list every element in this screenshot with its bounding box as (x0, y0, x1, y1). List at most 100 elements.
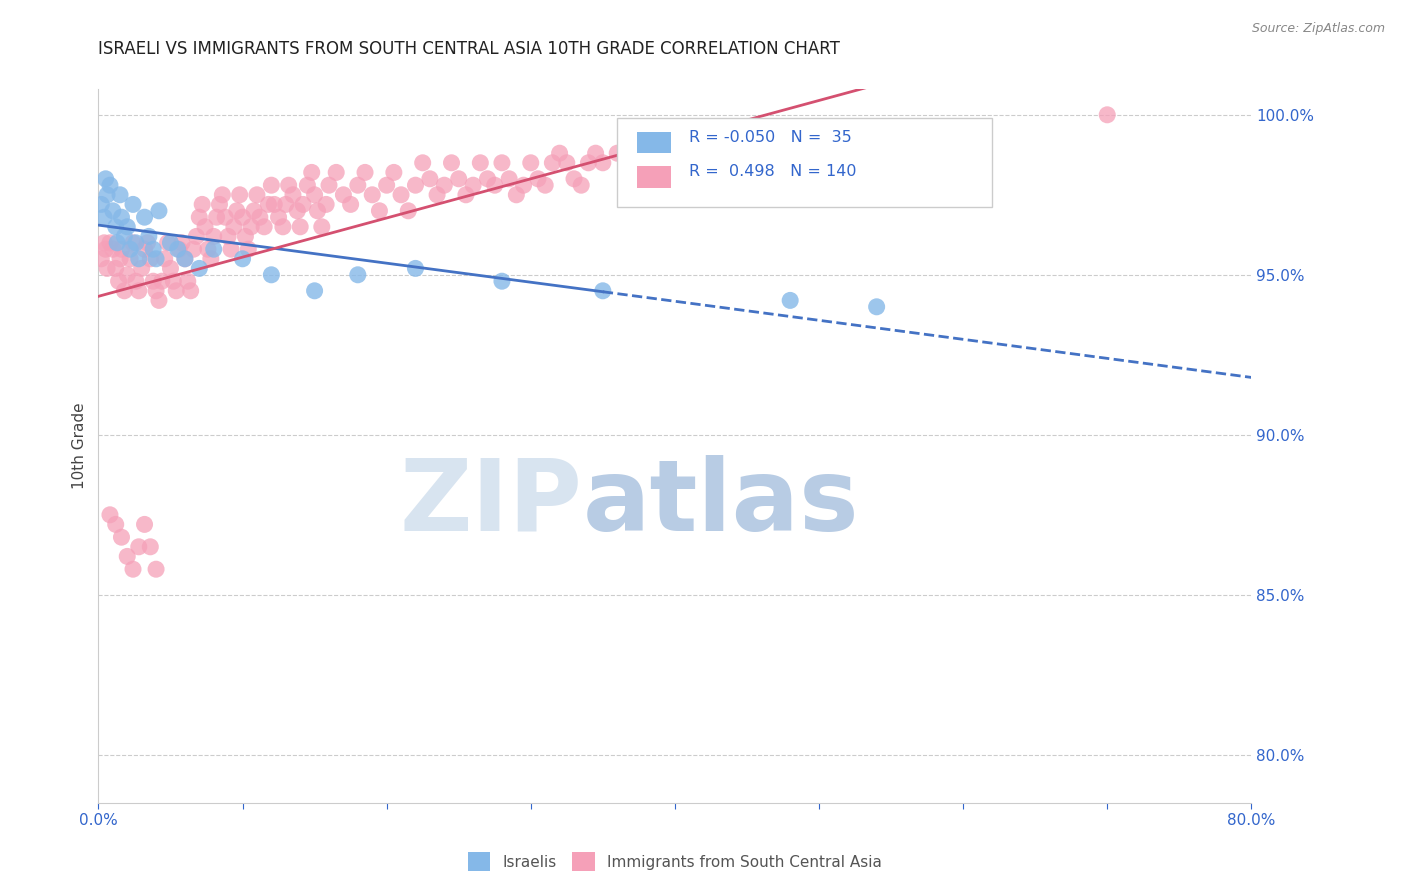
Point (620, 156, 643, 170)
Point (122, 235, 145, 250)
Point (183, 242, 205, 256)
Point (325, 165, 347, 179)
Point (304, 284, 326, 298)
Point (194, 219, 217, 234)
Point (136, 235, 159, 250)
Point (120, 242, 142, 256)
Point (231, 210, 254, 224)
Point (200, 252, 222, 266)
Point (477, 171, 499, 186)
Point (569, 178, 592, 193)
Text: Source: ZipAtlas.com: Source: ZipAtlas.com (1251, 22, 1385, 36)
Text: atlas: atlas (582, 455, 859, 551)
Point (664, 146, 686, 161)
Point (107, 274, 129, 288)
Point (94, 171, 117, 186)
Point (174, 252, 197, 266)
Point (793, 140, 815, 154)
Point (315, 197, 337, 211)
Point (281, 187, 304, 202)
Point (263, 197, 285, 211)
Point (128, 252, 150, 266)
Point (304, 187, 326, 202)
Point (405, 178, 427, 193)
Point (562, 171, 585, 186)
Point (170, 235, 193, 250)
Point (311, 219, 333, 234)
Point (138, 229, 160, 244)
Point (297, 178, 319, 193)
Point (240, 219, 263, 234)
Point (246, 187, 269, 202)
Point (174, 252, 197, 266)
Point (145, 252, 167, 266)
Point (260, 178, 283, 193)
Point (271, 219, 294, 234)
Point (122, 562, 145, 576)
Point (548, 146, 571, 161)
Point (222, 219, 245, 234)
Point (277, 178, 299, 193)
Point (108, 252, 131, 266)
Point (721, 146, 744, 161)
Point (188, 210, 211, 224)
Point (267, 210, 290, 224)
Point (217, 229, 239, 244)
Point (243, 203, 266, 218)
Point (396, 203, 419, 218)
Point (191, 197, 214, 211)
Point (90, 252, 112, 266)
Point (188, 261, 211, 276)
Point (153, 252, 176, 266)
Point (285, 203, 308, 218)
Point (484, 178, 506, 193)
Point (177, 274, 200, 288)
Point (125, 274, 148, 288)
Text: ISRAELI VS IMMIGRANTS FROM SOUTH CENTRAL ASIA 10TH GRADE CORRELATION CHART: ISRAELI VS IMMIGRANTS FROM SOUTH CENTRAL… (98, 40, 841, 58)
Point (125, 235, 148, 250)
Point (257, 197, 280, 211)
Point (765, 156, 787, 170)
Point (606, 146, 628, 161)
Point (678, 156, 700, 170)
Point (128, 540, 150, 554)
Point (318, 178, 340, 193)
Point (139, 252, 162, 266)
Point (292, 197, 315, 211)
Point (405, 261, 427, 276)
Point (148, 203, 170, 218)
Point (167, 242, 190, 256)
Point (104, 219, 127, 234)
FancyBboxPatch shape (617, 118, 993, 207)
Text: R =  0.498   N = 140: R = 0.498 N = 140 (689, 164, 856, 179)
Point (512, 178, 534, 193)
Point (707, 156, 730, 170)
Point (375, 178, 398, 193)
Point (98, 235, 121, 250)
Point (110, 530, 132, 544)
Point (249, 210, 271, 224)
Point (134, 242, 156, 256)
Point (426, 187, 449, 202)
Point (159, 261, 181, 276)
Point (108, 187, 131, 202)
Point (361, 187, 384, 202)
Point (96, 261, 118, 276)
Point (202, 229, 225, 244)
Point (148, 293, 170, 308)
Point (491, 156, 513, 170)
Point (112, 229, 135, 244)
Point (98, 508, 121, 522)
Point (134, 517, 156, 532)
Point (219, 242, 242, 256)
Point (214, 210, 236, 224)
Point (105, 235, 128, 250)
Point (134, 210, 156, 224)
Point (650, 156, 672, 170)
Point (142, 274, 165, 288)
Point (96, 187, 118, 202)
Point (419, 171, 441, 186)
Point (253, 219, 276, 234)
Point (534, 178, 557, 193)
Point (301, 165, 323, 179)
